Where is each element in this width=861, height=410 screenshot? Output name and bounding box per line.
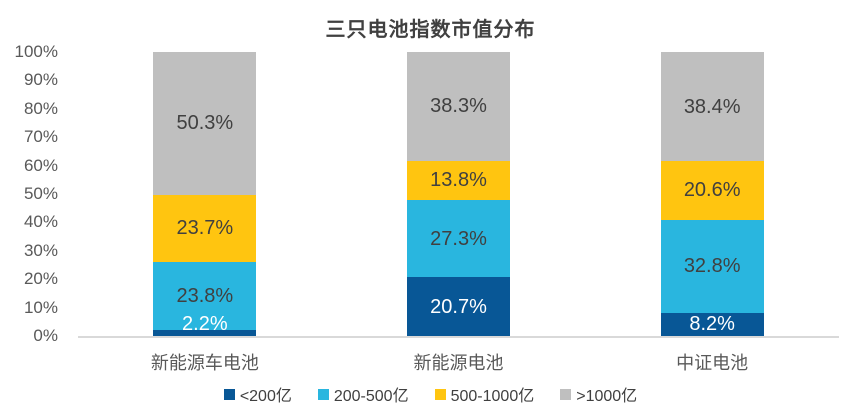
y-tick-label: 60% bbox=[23, 155, 58, 175]
y-tick-label: 90% bbox=[23, 70, 58, 90]
stacked-bar: 38.3% 13.8% 27.3% 20.7% bbox=[407, 52, 510, 336]
data-label: 27.3% bbox=[430, 227, 487, 250]
data-label: 23.8% bbox=[176, 284, 234, 307]
data-label: 20.7% bbox=[430, 295, 487, 318]
bar-segment: 50.3% bbox=[153, 52, 257, 195]
category-label: 新能源车电池 bbox=[150, 353, 259, 374]
data-label: 13.8% bbox=[430, 169, 487, 192]
legend-item: <200亿 bbox=[223, 382, 292, 406]
bar-segment: 23.7% bbox=[153, 194, 257, 263]
category-slot: 38.4% 20.6% 32.8% 8.2% bbox=[585, 52, 839, 336]
legend-label: 200-500亿 bbox=[333, 388, 409, 405]
bar-segment: 20.6% bbox=[660, 161, 764, 220]
data-label: 32.8% bbox=[683, 255, 741, 278]
y-tick-label: 30% bbox=[23, 240, 58, 260]
legend-swatch-icon bbox=[434, 388, 446, 400]
bar-segment: 20.7% bbox=[407, 277, 510, 336]
bar-segment: 38.4% bbox=[660, 52, 764, 162]
y-tick-label: 40% bbox=[23, 212, 58, 232]
y-tick-label: 50% bbox=[23, 184, 58, 203]
y-axis: 0% 10% 20% 30% 40% 50% 60% 70% 80% 90% 100% bbox=[0, 42, 58, 345]
data-label: 20.6% bbox=[683, 179, 741, 202]
data-label: 38.4% bbox=[683, 95, 741, 118]
data-label: 23.7% bbox=[176, 217, 234, 240]
legend-label: >1000亿 bbox=[576, 388, 638, 405]
bar-segment: 23.8% bbox=[153, 262, 257, 330]
data-label: 8.2% bbox=[689, 313, 735, 336]
y-tick-label: 100% bbox=[14, 42, 58, 61]
data-label: 2.2% bbox=[182, 312, 228, 335]
legend: <200亿 200-500亿 500-1000亿 >1000亿 bbox=[0, 382, 861, 406]
bar-segment: 2.2% bbox=[153, 314, 257, 336]
stacked-bar: 50.3% 23.7% 23.8% 2.2% bbox=[153, 52, 257, 336]
y-tick-label: 10% bbox=[23, 297, 58, 317]
chart-title: 三只电池指数市值分布 bbox=[325, 17, 536, 41]
legend-label: <200亿 bbox=[239, 388, 292, 405]
plot-area: 50.3% 23.7% 23.8% 2.2% 38.3% 13.8% 27.3% 20.7% 3… bbox=[78, 52, 839, 338]
legend-swatch-icon bbox=[317, 388, 329, 400]
legend-swatch-icon bbox=[560, 388, 572, 400]
bar-segment: 13.8% bbox=[407, 160, 510, 200]
data-label: 50.3% bbox=[176, 112, 234, 135]
category-label: 中证电池 bbox=[676, 353, 749, 374]
legend-label: 500-1000亿 bbox=[450, 388, 535, 405]
bar-segment: 8.2% bbox=[660, 312, 764, 336]
stacked-bar: 38.4% 20.6% 32.8% 8.2% bbox=[660, 52, 764, 336]
y-tick-label: 70% bbox=[23, 127, 58, 147]
bar-segment: 32.8% bbox=[660, 219, 764, 313]
legend-item: 200-500亿 bbox=[317, 382, 409, 406]
category-slot: 38.3% 13.8% 27.3% 20.7% bbox=[332, 52, 586, 336]
bar-segment: 27.3% bbox=[407, 199, 510, 278]
x-axis-labels: 新能源车电池 新能源电池 中证电池 bbox=[78, 349, 839, 375]
data-label: 38.3% bbox=[430, 95, 487, 118]
legend-swatch-icon bbox=[223, 388, 235, 400]
bar-segment: 38.3% bbox=[407, 52, 510, 161]
legend-item: 500-1000亿 bbox=[434, 382, 535, 406]
legend-item: >1000亿 bbox=[560, 382, 637, 406]
y-tick-label: 20% bbox=[23, 269, 58, 289]
y-tick-label: 80% bbox=[23, 98, 58, 118]
y-tick-label: 0% bbox=[33, 326, 58, 345]
category-slot: 50.3% 23.7% 23.8% 2.2% bbox=[78, 52, 332, 336]
category-label: 新能源电池 bbox=[413, 353, 504, 374]
